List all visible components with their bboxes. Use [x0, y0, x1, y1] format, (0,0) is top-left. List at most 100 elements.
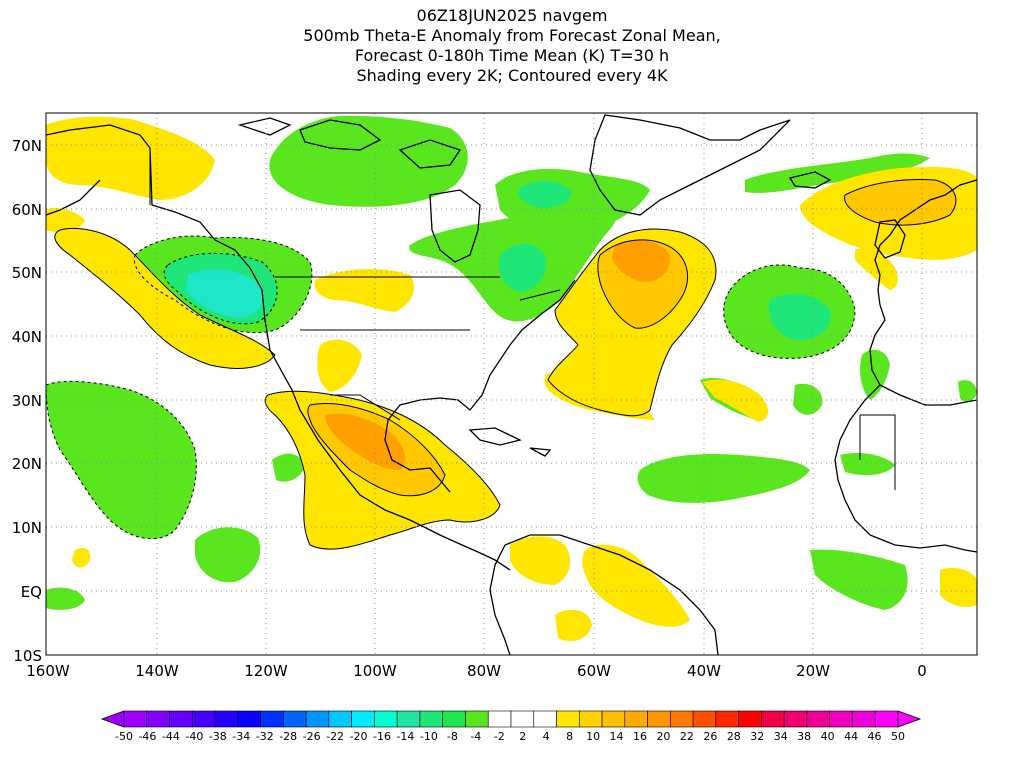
colorbar-label: -2: [494, 730, 505, 743]
colorbar: -50 -46 -44 -40 -38 -34 -32 -28 -26 -22 -20 -16 -14-…: [100, 710, 922, 743]
colorbar-swatch: [214, 710, 239, 728]
neg-area-central-pacific: [46, 381, 197, 539]
contour-pos-pacific-arc: [54, 227, 276, 369]
colorbar-label: -22: [326, 730, 344, 743]
pos-area-mexico-core: [325, 413, 406, 470]
coast-na-east: [384, 279, 576, 493]
lat-label: 10N: [12, 519, 42, 537]
colorbar-label: 2: [519, 730, 526, 743]
neg-area-canada-north: [269, 115, 468, 207]
colorbar-label: 4: [543, 730, 550, 743]
colorbar-label: 10: [586, 730, 600, 743]
coast-hudson-bay: [429, 189, 481, 263]
map-content: [46, 113, 977, 655]
colorbar-label: 40: [821, 730, 835, 743]
colorbar-swatch: [328, 710, 352, 728]
neg-area-iceland-band: [745, 153, 930, 193]
title-line-1: 06Z18JUN2025 navgem: [417, 6, 608, 25]
contour-pos-mexico-inner: [307, 402, 446, 497]
contour-neg-central-pacific: [46, 380, 197, 540]
coast-iceland: [788, 171, 832, 189]
coast-africa: [834, 384, 977, 553]
title-line-2: 500mb Theta-E Anomaly from Forecast Zona…: [303, 26, 720, 45]
colorbar-label: 22: [680, 730, 694, 743]
coastlines: [46, 114, 977, 655]
neg-area-mediterranean: [958, 380, 977, 402]
pos-area-europe-core: [844, 179, 956, 226]
positive-anomaly-shading: [46, 116, 977, 642]
colorbar-label: 16: [633, 730, 647, 743]
lat-label: EQ: [21, 583, 42, 601]
colorbar-label: -38: [209, 730, 227, 743]
colorbar-swatch: [624, 710, 648, 728]
colorbar-swatch: [465, 710, 489, 728]
contour-pos-europe: [844, 179, 957, 226]
pos-area-pacific-small: [72, 548, 91, 568]
colorbar-swatch: [260, 710, 284, 728]
colorbar-label: -32: [256, 730, 274, 743]
coast-europe: [869, 179, 977, 386]
colorbar-label: -10: [420, 730, 438, 743]
contour-pos-mexico-outer: [264, 390, 501, 550]
coast-alaska: [46, 124, 151, 216]
colorbar-swatch: [169, 710, 193, 728]
colorbar-swatch: [351, 710, 375, 728]
colorbar-swatch: [146, 710, 170, 728]
map-frame: [45, 112, 978, 656]
pos-area-us-southwest: [317, 339, 362, 392]
colorbar-swatch: [852, 710, 876, 728]
colorbar-swatch: [442, 710, 466, 728]
colorbar-label: 46: [868, 730, 882, 743]
colorbar-label: -46: [138, 730, 156, 743]
colorbar-label: -14: [396, 730, 414, 743]
colorbar-swatch: [647, 710, 671, 728]
colorbar-label: 44: [844, 730, 858, 743]
lat-label: 50N: [12, 264, 42, 282]
colorbar-swatch: [305, 710, 330, 728]
colorbar-label: 50: [891, 730, 905, 743]
graticule: [46, 113, 977, 655]
colorbar-swatch: [556, 710, 580, 728]
colorbar-swatch: [374, 710, 398, 728]
pos-area-nw-atlantic-core: [612, 239, 671, 282]
colorbar-swatch: [237, 710, 261, 728]
pos-area-us-north-plains: [314, 268, 415, 312]
lon-label: 160W: [26, 662, 70, 680]
colorbar-swatch: [578, 710, 603, 728]
title-line-3: Forecast 0-180h Time Mean (K) T=30 h: [355, 46, 669, 65]
neg-area-ne-pacific-inner: [186, 269, 264, 318]
pos-area-amazon: [555, 609, 592, 642]
coast-na-west: [149, 147, 511, 571]
colorbar-swatch: [761, 710, 785, 728]
colorbar-swatch: [283, 710, 307, 728]
contour-pos-atlantic-inner: [597, 239, 689, 329]
colorbar-swatch: [396, 710, 421, 728]
neg-area-east-pacific-small: [272, 453, 305, 482]
negative-anomaly-shading: [46, 115, 977, 610]
pos-area-alaska: [46, 116, 215, 200]
colorbar-label: 20: [656, 730, 670, 743]
neg-area-east-pacific-south: [195, 527, 261, 583]
colorbar-label: -4: [470, 730, 481, 743]
lat-label: 60N: [12, 201, 42, 219]
colorbar-label: -8: [447, 730, 458, 743]
colorbar-swatch: [533, 710, 557, 728]
lat-label: 20N: [12, 455, 42, 473]
neg-area-west-africa: [840, 453, 895, 476]
colorbar-swatch: [806, 710, 831, 728]
colorbar-label: -20: [350, 730, 368, 743]
colorbar-swatch: [715, 710, 739, 728]
pos-area-atlantic-arm: [545, 371, 655, 420]
neg-area-north-atlantic-core: [768, 294, 831, 341]
title-line-4: Shading every 2K; Contoured every 4K: [356, 66, 668, 85]
pos-area-ne-pacific-arc: [54, 228, 275, 369]
colorbar-label: 14: [610, 730, 624, 743]
lon-label: 100W: [353, 662, 397, 680]
colorbar-label: 32: [750, 730, 764, 743]
coast-caribbean: [468, 427, 552, 457]
lon-label: 80W: [467, 662, 501, 680]
colorbar-swatch: [738, 710, 762, 728]
figure-title: 06Z18JUN2025 navgem 500mb Theta-E Anomal…: [303, 6, 720, 85]
colorbar-swatch: [419, 710, 444, 728]
